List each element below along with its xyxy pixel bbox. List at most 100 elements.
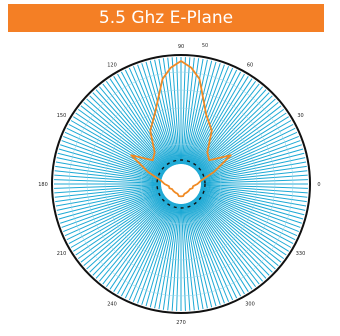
radial-spoke [181,203,191,311]
radial-spoke [60,144,163,179]
radial-spoke [193,86,264,170]
radial-spoke [167,203,180,311]
radial-spoke [194,89,267,170]
radial-spoke [167,57,180,165]
radial-spoke [192,199,260,285]
radial-spoke [66,127,164,176]
radial-spoke [73,116,165,174]
radial-spoke [200,148,304,179]
radial-spoke [200,157,306,181]
radial-spoke [98,86,169,170]
radial-spoke [98,198,169,282]
radial-spoke [55,165,162,182]
radial-spoke [54,184,162,189]
radial-spoke [113,200,171,292]
radial-spoke [137,202,175,304]
radial-spoke [70,120,164,175]
radial-spoke [54,184,162,194]
radial-spoke [86,197,167,270]
radial-spoke [200,187,306,211]
radial-spoke [117,73,172,167]
radial-spoke [128,202,174,301]
radial-spoke [200,184,308,189]
grid-ring [122,125,240,243]
radial-spoke [109,78,171,168]
radial-spoke [184,203,208,309]
radial-spoke [195,95,273,171]
radial-rings [68,71,294,297]
radial-spoke [186,203,217,307]
radial-spoke [77,108,166,173]
radial-spoke [124,69,173,167]
radial-spoke [64,131,163,177]
radial-spoke [149,203,177,308]
center-dashes [156,159,206,209]
radial-spoke [190,201,245,295]
radial-spoke [132,202,174,302]
radial-spoke [183,58,204,165]
angle-tick-label: 60 [247,62,253,68]
radial-spoke [191,78,253,168]
radial-spoke [200,165,307,182]
radial-spoke [199,131,298,177]
radial-spoke [70,193,164,248]
angle-tick-label: 90 [178,44,184,50]
radial-spoke [192,199,257,288]
radial-spoke [171,57,181,165]
radial-spoke [66,192,164,241]
radial-spoke [141,202,176,305]
radial-spoke [154,59,178,165]
radial-spoke [200,188,305,216]
grid-ring [104,107,258,261]
radial-spoke [55,161,162,182]
radial-spoke [158,203,179,310]
radial-spoke [137,64,175,166]
radial-spoke [80,195,166,263]
radial-spoke [200,189,304,220]
radial-spokes [54,57,308,311]
trace-line [130,60,232,198]
radial-spoke [195,196,279,267]
radial-spoke [199,191,298,237]
radial-spoke [188,202,230,302]
radial-spoke [191,200,253,290]
chart-title: 5.5 Ghz E-Plane [8,4,324,32]
radial-spoke [124,201,173,299]
radial-spoke [187,202,225,304]
angle-tick-labels: 0 30 60 90 120 150 180 210 240 270 300 330 [38,44,320,326]
radial-spoke [198,120,292,175]
radial-spoke [176,57,181,165]
radial-spoke [200,185,308,198]
radial-spoke [198,192,294,245]
radial-spoke [89,95,167,171]
radial-spoke [55,186,162,207]
radial-spoke [92,198,168,276]
radial-spoke [194,92,270,170]
radial-spoke [75,194,165,256]
radial-spoke [189,71,242,167]
radial-spoke [128,67,174,166]
radial-spoke [105,80,170,169]
radial-spoke [199,144,302,179]
radial-spoke [61,140,163,178]
radial-spoke [75,112,165,174]
radial-spoke [199,140,301,178]
angle-tick-label: 270 [176,320,186,326]
radial-spoke [64,191,163,237]
radial-spoke [181,57,186,165]
angle-tick-label: 240 [107,302,117,308]
radial-spoke [61,190,163,228]
angle-tick-label: 210 [57,251,67,257]
radial-spoke [188,67,234,166]
radial-spoke [195,197,273,273]
radial-spoke [197,194,287,256]
radial-spoke [185,203,213,308]
radial-spoke [200,179,308,184]
radial-spoke [149,60,177,165]
radial-spoke [102,83,170,169]
radial-spoke [83,196,167,267]
radial-spoke [198,127,296,176]
radial-spoke [200,186,307,207]
